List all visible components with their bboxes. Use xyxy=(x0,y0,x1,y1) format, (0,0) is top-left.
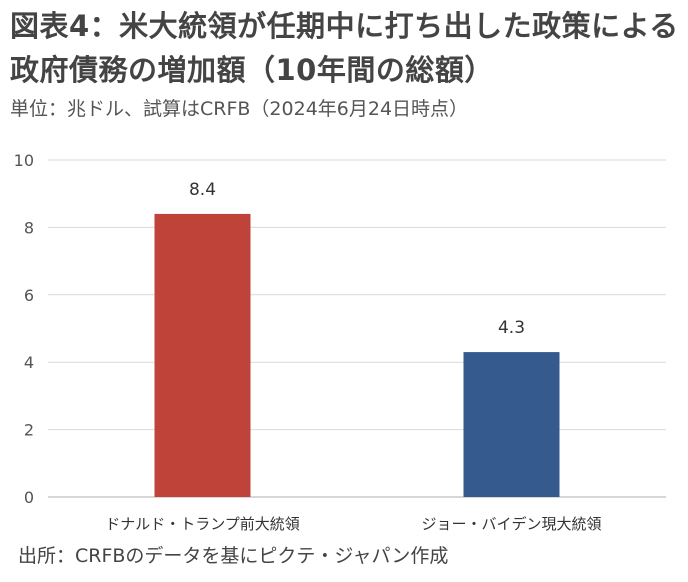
y-tick-label: 8 xyxy=(24,218,34,237)
y-tick-label: 2 xyxy=(24,421,34,440)
data-label: 8.4 xyxy=(189,180,216,200)
bar xyxy=(154,213,251,498)
source-note: 出所：CRFBのデータを基にピクテ・ジャパン作成 xyxy=(18,545,449,567)
category-label: ジョー・バイデン現大統領 xyxy=(421,515,601,533)
y-tick-label: 4 xyxy=(24,353,34,372)
chart-subtitle: 単位：兆ドル、試算はCRFB（2024年6月24日時点） xyxy=(10,98,469,120)
y-tick-label: 6 xyxy=(24,286,34,305)
bar xyxy=(463,352,560,497)
y-tick-label: 0 xyxy=(24,488,34,507)
y-tick-label: 10 xyxy=(14,151,34,170)
data-label: 4.3 xyxy=(498,318,525,338)
category-label: ドナルド・トランプ前大統領 xyxy=(105,515,300,533)
chart-title: 図表4：米大統領が任期中に打ち出した政策による政府債務の増加額（10年間の総額） xyxy=(10,9,679,87)
